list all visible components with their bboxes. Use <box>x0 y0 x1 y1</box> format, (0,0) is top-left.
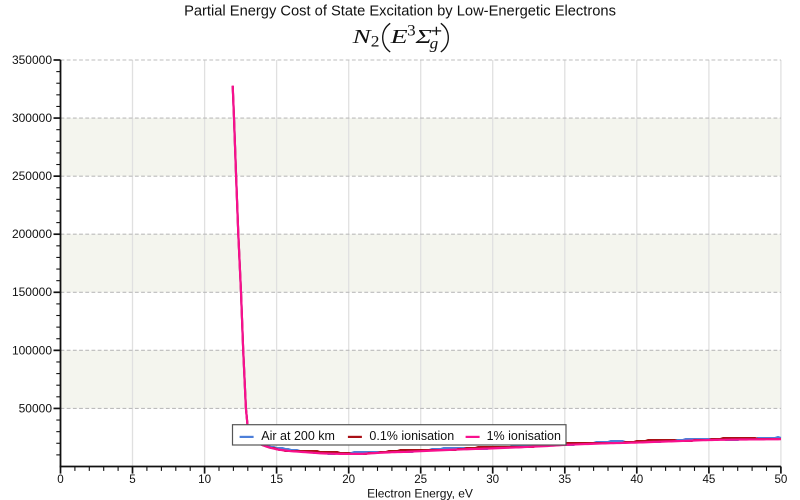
svg-text:Electron Energy, eV: Electron Energy, eV <box>367 487 473 500</box>
svg-text:10: 10 <box>198 473 211 486</box>
svg-text:N: N <box>351 27 372 48</box>
svg-text:40: 40 <box>630 473 643 486</box>
svg-text:250000: 250000 <box>12 169 52 183</box>
svg-text:Partial Energy Cost of State E: Partial Energy Cost of State Excitation … <box>184 4 616 20</box>
svg-text:15: 15 <box>270 473 283 486</box>
svg-text:Air at 200 km: Air at 200 km <box>261 429 335 443</box>
svg-text:35: 35 <box>558 473 571 486</box>
svg-text:50000: 50000 <box>19 401 53 415</box>
svg-text:E: E <box>389 27 408 48</box>
svg-text:30: 30 <box>486 473 499 486</box>
svg-text:0: 0 <box>57 473 63 486</box>
svg-text:25: 25 <box>414 473 427 486</box>
svg-text:45: 45 <box>702 473 715 486</box>
svg-text:3: 3 <box>407 23 416 40</box>
svg-text:Σ: Σ <box>414 27 432 48</box>
svg-text:200000: 200000 <box>12 227 52 241</box>
svg-text:g: g <box>430 36 439 53</box>
svg-text:0.1% ionisation: 0.1% ionisation <box>369 429 454 443</box>
svg-text:100000: 100000 <box>12 343 52 357</box>
svg-text:350000: 350000 <box>12 53 52 67</box>
svg-text:1% ionisation: 1% ionisation <box>487 429 561 443</box>
svg-text:150000: 150000 <box>12 285 52 299</box>
svg-text:2: 2 <box>371 34 380 51</box>
svg-text:20: 20 <box>342 473 355 486</box>
svg-text:300000: 300000 <box>12 111 52 125</box>
svg-text:50: 50 <box>774 473 787 486</box>
svg-text:5: 5 <box>129 473 135 486</box>
